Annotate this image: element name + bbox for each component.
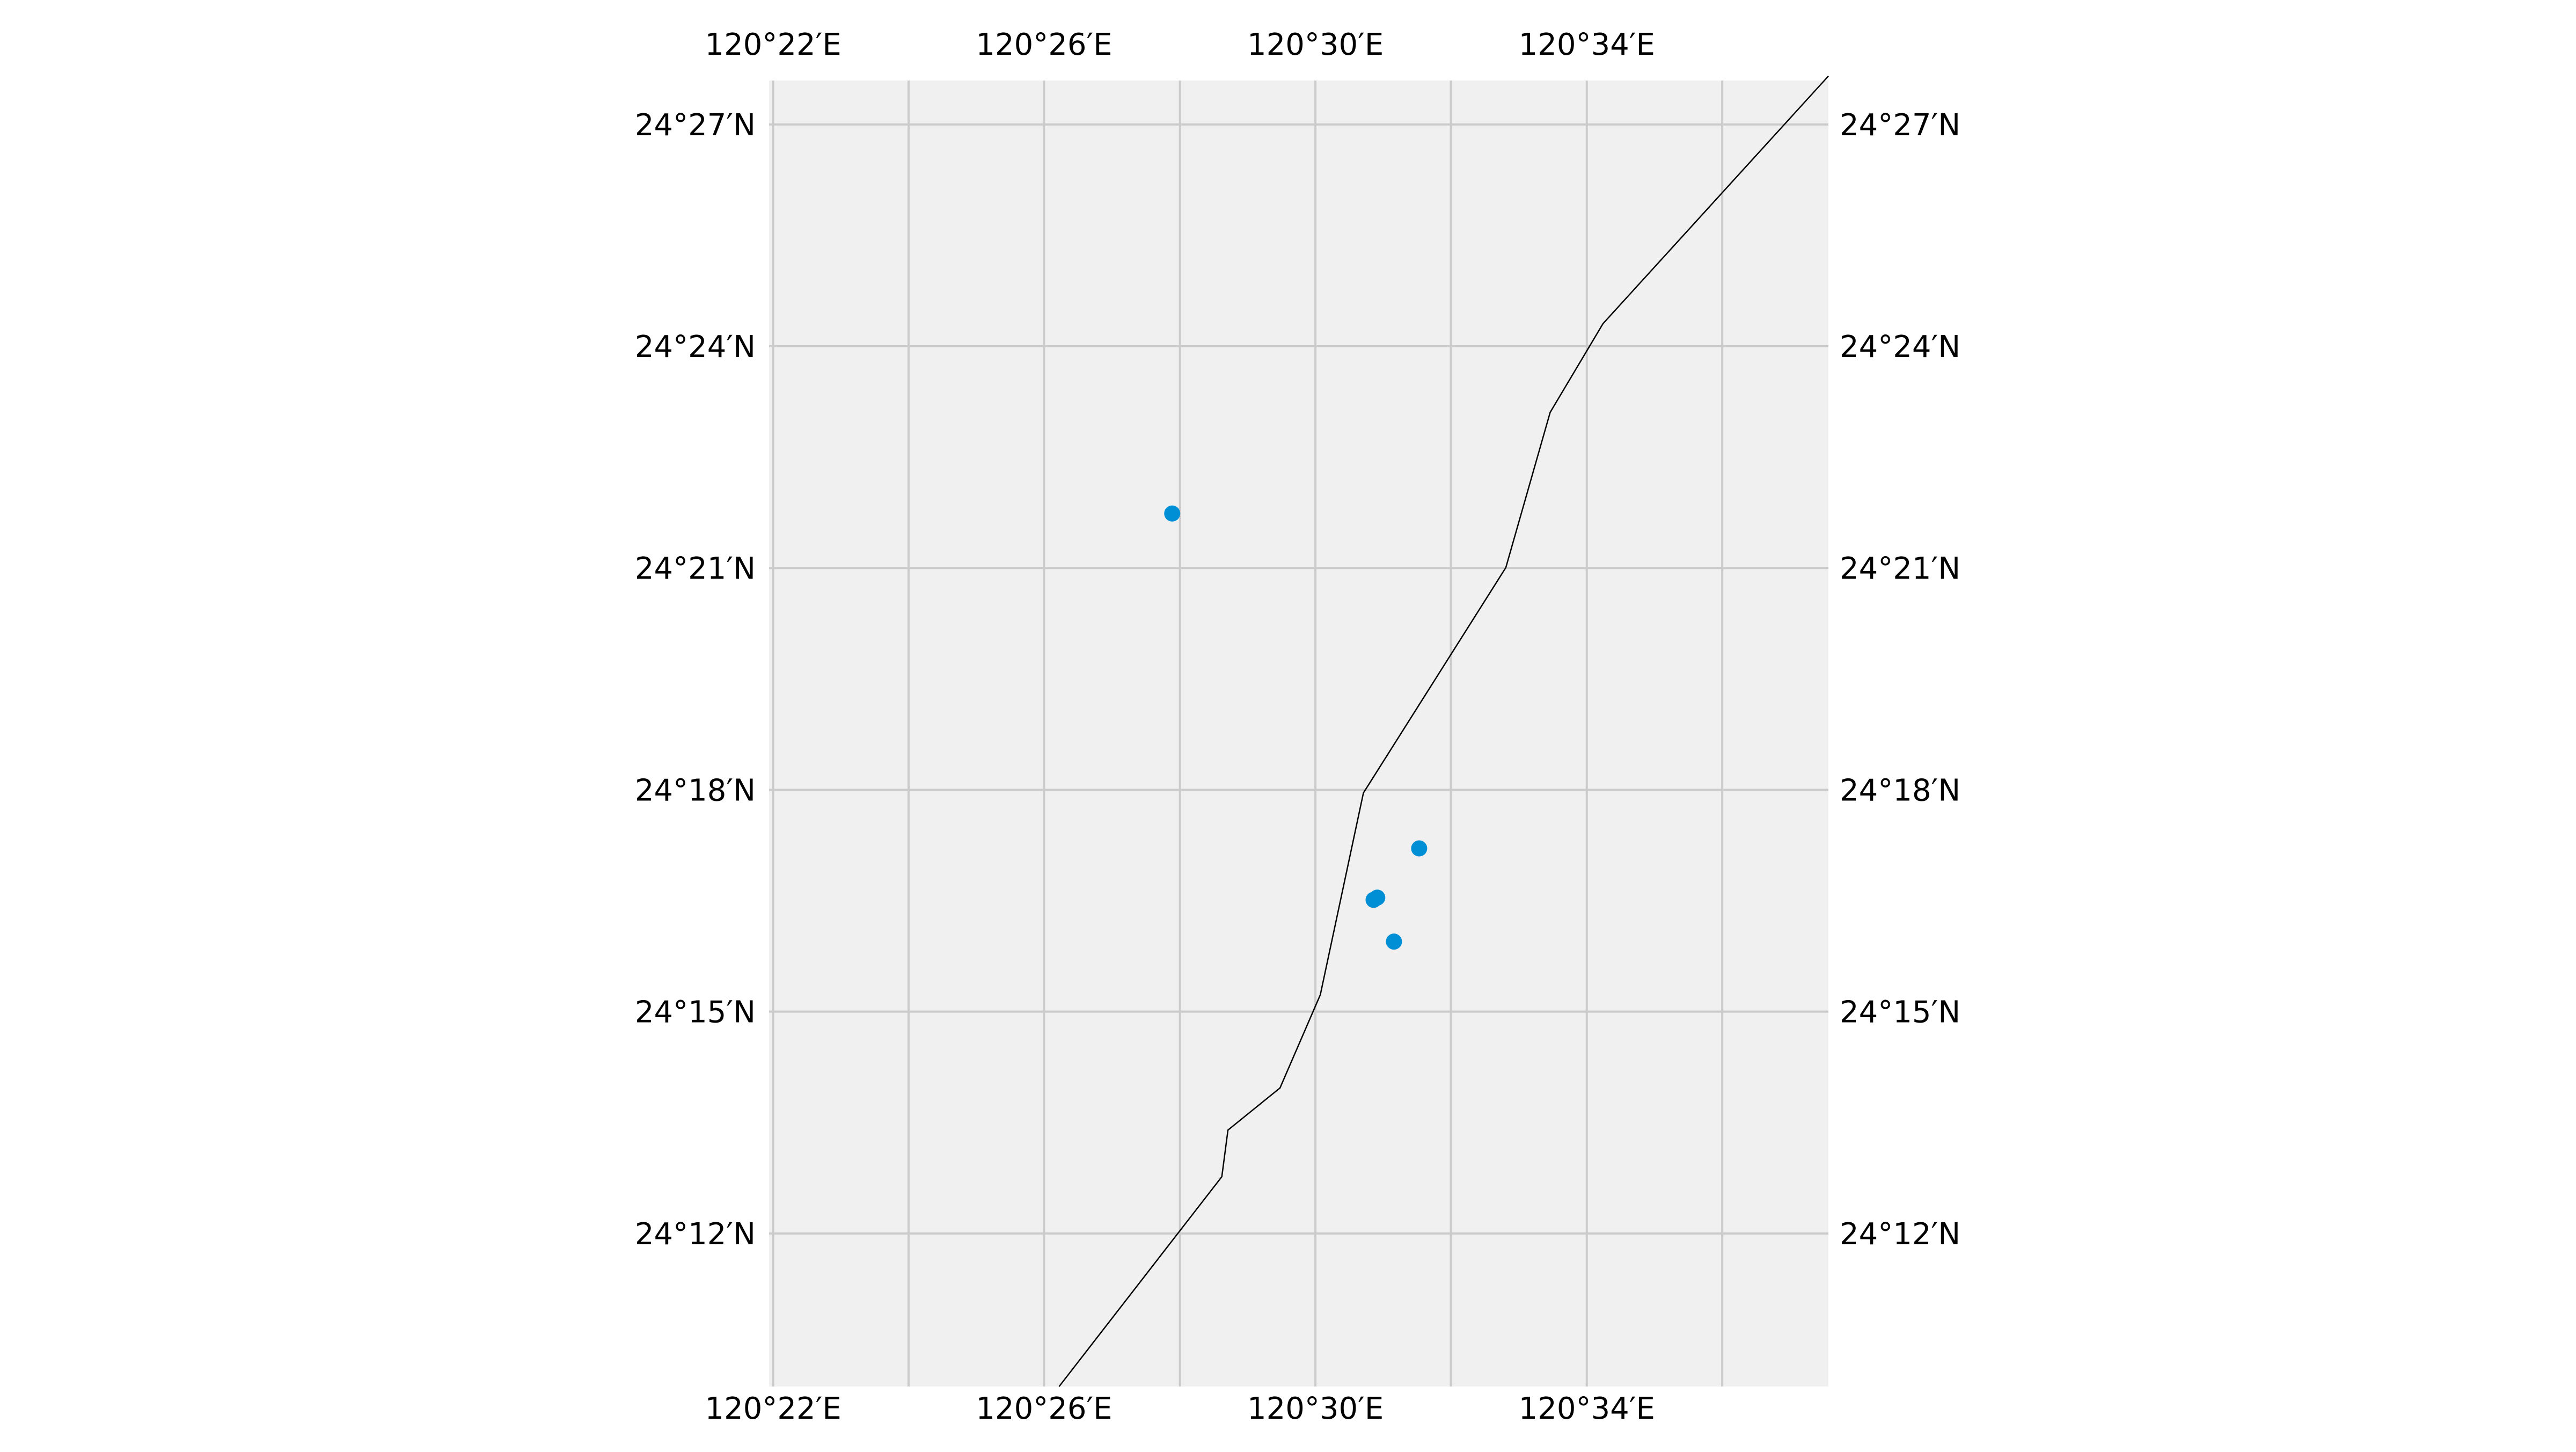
latitude-label-right: 24°15′N	[1840, 995, 1960, 1030]
location-marker	[1164, 505, 1181, 522]
longitude-label-top: 120°26′E	[976, 27, 1112, 62]
latitude-label-left: 24°24′N	[635, 330, 756, 364]
points-layer	[1164, 505, 1428, 950]
longitude-label-bottom: 120°22′E	[705, 1391, 841, 1426]
latitude-label-left: 24°27′N	[635, 108, 756, 143]
latitude-label-left: 24°18′N	[635, 773, 756, 808]
latitude-label-right: 24°21′N	[1840, 551, 1960, 586]
coastline-layer	[1058, 75, 1829, 1387]
latitude-label-left: 24°12′N	[635, 1217, 756, 1252]
longitude-label-bottom: 120°30′E	[1247, 1391, 1384, 1426]
longitude-label-top: 120°22′E	[705, 27, 841, 62]
latitude-label-right: 24°27′N	[1840, 108, 1960, 143]
coastline	[1058, 75, 1829, 1387]
longitude-label-bottom: 120°34′E	[1519, 1391, 1655, 1426]
longitude-label-bottom: 120°26′E	[976, 1391, 1112, 1426]
latitude-label-right: 24°12′N	[1840, 1217, 1960, 1252]
location-marker	[1411, 840, 1428, 857]
latitude-label-right: 24°24′N	[1840, 330, 1960, 364]
latitude-label-left: 24°15′N	[635, 995, 756, 1030]
latitude-label-right: 24°18′N	[1840, 773, 1960, 808]
graticule	[769, 81, 1828, 1387]
latitude-label-left: 24°21′N	[635, 551, 756, 586]
location-marker	[1386, 933, 1402, 950]
location-marker	[1369, 889, 1386, 906]
map-background	[769, 81, 1828, 1387]
longitude-label-top: 120°34′E	[1519, 27, 1655, 62]
longitude-label-top: 120°30′E	[1247, 27, 1384, 62]
graticule-labels: 120°22′E 120°22′E 120°26′E 120°26′E 120°30′E…	[635, 27, 1960, 1426]
